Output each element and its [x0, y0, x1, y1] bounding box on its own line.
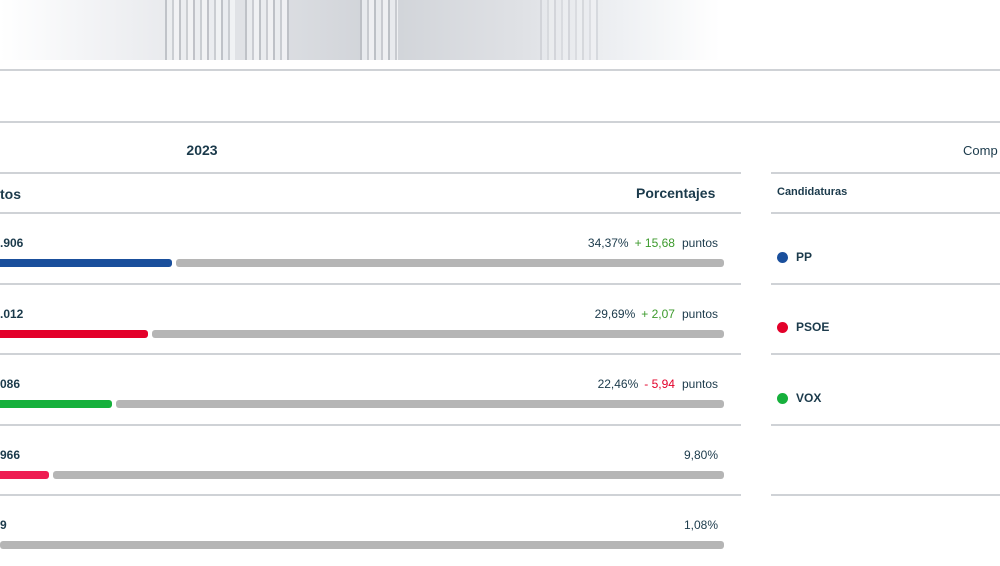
row-votes: .012	[0, 307, 24, 321]
banner-column-1	[165, 0, 235, 60]
banner-column-2	[245, 0, 289, 60]
row-percent: 9,80%	[683, 448, 718, 462]
result-bar	[0, 259, 724, 267]
result-bar-track	[116, 400, 724, 408]
candidate-item-pp[interactable]: PP	[777, 234, 1000, 304]
divider	[771, 494, 1000, 496]
row-percent-group: 9,80%	[684, 448, 718, 462]
row-percent: 22,46%	[597, 377, 639, 391]
row-points-label: puntos	[681, 236, 718, 250]
row-points-label: puntos	[681, 307, 718, 321]
candidate-name: PSOE	[796, 320, 830, 334]
votes-column-header: tos	[0, 186, 21, 202]
row-votes: 9	[0, 518, 7, 532]
row-percent: 29,69%	[594, 307, 636, 321]
result-bar	[0, 400, 724, 408]
result-bar	[0, 471, 724, 479]
row-percent-group: 22,46% - 5,94 puntos	[598, 377, 718, 391]
party-color-dot	[777, 252, 788, 263]
divider	[0, 121, 1000, 123]
banner-column-3	[360, 0, 398, 60]
result-row: 9 1,08%	[0, 496, 740, 566]
divider	[771, 172, 1000, 174]
result-bar-fill	[0, 259, 172, 267]
header-banner-image	[0, 0, 1000, 60]
divider	[0, 283, 741, 285]
row-diff: + 2,07	[641, 307, 675, 321]
divider	[771, 212, 1000, 214]
result-row: 966 9,80%	[0, 426, 740, 496]
divider	[0, 353, 741, 355]
result-row: .906 34,37% + 15,68 puntos	[0, 214, 740, 284]
row-percent: 1,08%	[683, 518, 718, 532]
divider	[0, 494, 741, 496]
party-color-dot	[777, 393, 788, 404]
banner-column-4	[540, 0, 600, 60]
candidate-item-psoe[interactable]: PSOE	[777, 304, 1000, 374]
candidate-name: PP	[796, 250, 813, 264]
result-bar-fill	[0, 400, 112, 408]
percent-column-header: Porcentajes	[636, 185, 716, 201]
result-bar	[0, 330, 724, 338]
result-bar	[0, 541, 724, 549]
compare-link[interactable]: Comp	[963, 143, 998, 158]
divider	[771, 283, 1000, 285]
candidate-name: VOX	[796, 391, 822, 405]
divider	[0, 424, 741, 426]
divider	[0, 69, 1000, 71]
party-color-dot	[777, 322, 788, 333]
row-points-label: puntos	[681, 377, 718, 391]
divider	[0, 172, 741, 174]
result-bar-track	[152, 330, 724, 338]
divider	[0, 212, 741, 214]
result-bar-track	[0, 541, 724, 549]
row-percent: 34,37%	[587, 236, 629, 250]
year-tab[interactable]: 2023	[186, 142, 218, 158]
divider	[771, 353, 1000, 355]
row-percent-group: 1,08%	[684, 518, 718, 532]
result-bar-track	[53, 471, 724, 479]
candidate-item-vox[interactable]: VOX	[777, 375, 1000, 445]
row-votes: 966	[0, 448, 21, 462]
result-row: 086 22,46% - 5,94 puntos	[0, 355, 740, 425]
result-bar-track	[176, 259, 724, 267]
result-row: .012 29,69% + 2,07 puntos	[0, 285, 740, 355]
row-percent-group: 34,37% + 15,68 puntos	[588, 236, 718, 250]
row-votes: .906	[0, 236, 24, 250]
result-bar-fill	[0, 471, 49, 479]
row-diff: - 5,94	[644, 377, 675, 391]
candidates-column-header: Candidaturas	[777, 186, 848, 198]
divider	[771, 424, 1000, 426]
row-diff: + 15,68	[634, 236, 675, 250]
result-bar-fill	[0, 330, 148, 338]
row-votes: 086	[0, 377, 21, 391]
row-percent-group: 29,69% + 2,07 puntos	[595, 307, 718, 321]
